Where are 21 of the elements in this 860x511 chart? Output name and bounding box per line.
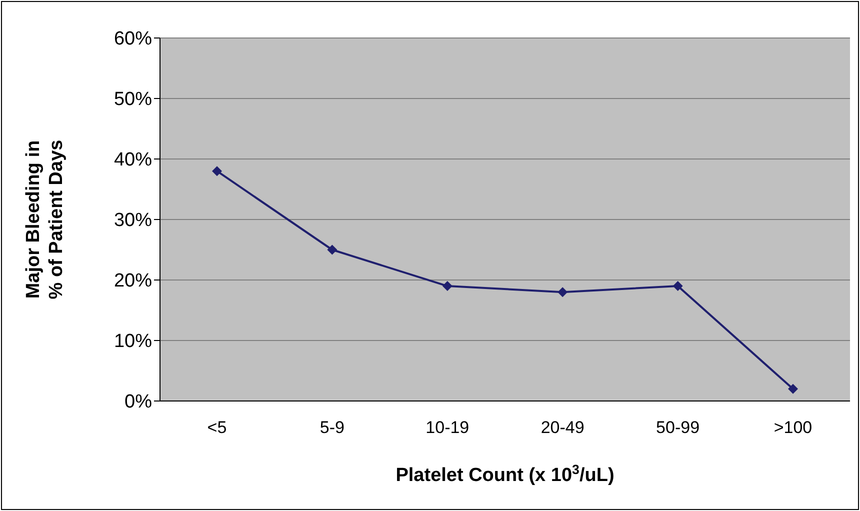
point [788,384,798,394]
x-tick-label: 50-99 [656,418,700,438]
point [327,244,338,255]
y-axis-title: Major Bleeding in % of Patient Days [23,140,67,300]
x-tick-label: <5 [207,418,227,438]
x-tick-label: >100 [774,418,812,438]
x-tick-label: 20-49 [540,418,584,438]
x-tick-label: 10-19 [426,418,470,438]
y-tick-label: 50% [114,89,152,110]
point [672,281,683,292]
y-tick-label: 60% [114,28,152,50]
point [442,281,452,292]
y-tick-label: 30% [114,210,152,232]
y-tick-label: 10% [114,331,152,352]
y-tick-label: 0% [124,392,152,413]
x-tick-label: 5-9 [320,418,344,438]
point [212,166,222,176]
y-tick-label: 40% [114,150,152,171]
x-axis-title: Platelet Count (x 10$^{3}$/uL) [396,462,614,486]
y-tick-label: 20% [114,270,152,292]
point [558,287,568,298]
